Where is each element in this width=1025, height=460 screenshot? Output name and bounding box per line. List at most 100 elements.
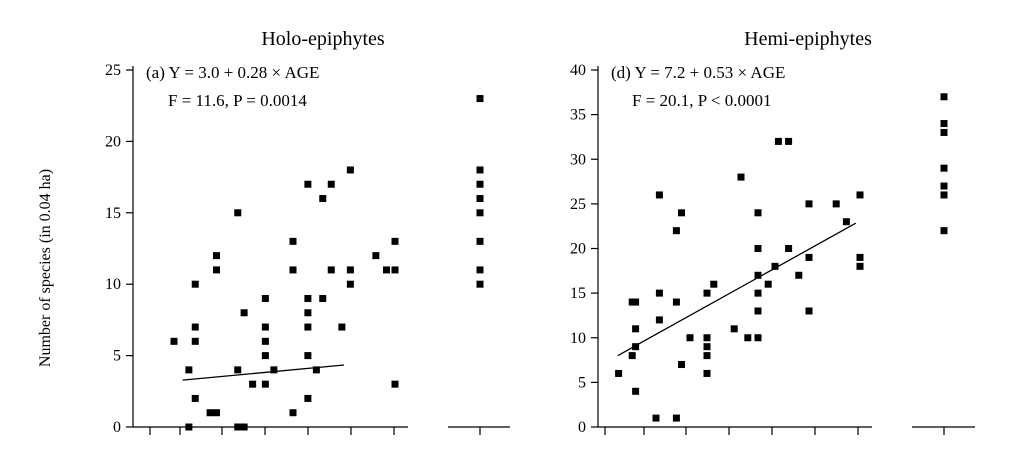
reference-point — [940, 182, 948, 190]
data-point — [632, 325, 640, 333]
data-point — [261, 380, 269, 388]
data-point — [737, 173, 745, 181]
data-point — [856, 262, 864, 270]
data-point — [304, 323, 312, 331]
reference-point — [476, 95, 484, 103]
data-point — [632, 298, 640, 306]
reference-point — [476, 209, 484, 217]
data-point — [686, 334, 694, 342]
data-point — [304, 394, 312, 402]
data-point — [391, 380, 399, 388]
data-point — [261, 294, 269, 302]
data-points — [170, 166, 399, 431]
x-ticks — [604, 427, 945, 435]
data-point — [338, 323, 346, 331]
reference-point — [940, 93, 948, 101]
data-point — [240, 309, 248, 317]
panel-holo-epiphytes: Holo-epiphytes Number of species (in 0.0… — [37, 28, 510, 436]
data-point — [678, 361, 685, 369]
y-tick-label: 0 — [113, 419, 121, 436]
data-point — [327, 266, 335, 274]
data-point — [832, 200, 840, 208]
y-tick-label: 10 — [105, 276, 121, 293]
y-tick-label: 5 — [113, 348, 121, 365]
data-point — [185, 366, 193, 374]
data-point — [655, 316, 663, 324]
panel-title: Hemi-epiphytes — [744, 28, 872, 50]
data-point — [304, 309, 312, 317]
data-point — [785, 245, 793, 252]
data-point — [672, 298, 680, 306]
data-point — [383, 266, 390, 274]
data-point — [312, 366, 320, 374]
data-point — [319, 195, 327, 203]
data-point — [754, 209, 762, 217]
panel-hemi-epiphytes: Hemi-epiphytes 0 5 10 15 20 25 30 35 40 (d) Y = … — [570, 28, 975, 436]
y-tick-label: 5 — [578, 374, 586, 391]
data-point — [213, 409, 220, 417]
data-point — [170, 337, 178, 345]
reference-point — [476, 266, 484, 274]
data-point — [372, 252, 380, 260]
y-tick-label: 30 — [570, 151, 586, 168]
data-point — [240, 423, 248, 431]
data-point — [710, 280, 718, 288]
reference-points — [476, 95, 484, 288]
data-point — [754, 289, 762, 297]
data-point — [730, 325, 738, 333]
data-point — [289, 266, 297, 274]
data-point — [206, 409, 214, 417]
data-point — [261, 337, 269, 345]
data-point — [655, 191, 663, 199]
data-point — [672, 414, 680, 422]
y-ticks: 0 5 10 15 20 25 30 35 40 — [570, 62, 598, 436]
data-point — [261, 323, 269, 331]
data-point — [261, 352, 269, 360]
data-point — [346, 280, 354, 288]
data-point — [754, 271, 762, 279]
data-point — [191, 394, 199, 402]
data-point — [234, 423, 242, 431]
data-point — [191, 280, 199, 288]
data-point — [249, 380, 257, 388]
data-point — [213, 252, 220, 260]
reference-point — [476, 280, 484, 288]
data-point — [234, 366, 242, 374]
data-point — [703, 352, 711, 360]
reference-points — [940, 93, 948, 235]
data-point — [327, 180, 335, 188]
reference-point — [940, 227, 948, 235]
data-point — [703, 369, 711, 377]
data-point — [213, 266, 220, 274]
data-point — [391, 266, 399, 274]
data-point — [771, 262, 779, 270]
data-points — [615, 137, 864, 422]
data-point — [754, 245, 762, 252]
data-point — [632, 343, 640, 351]
y-tick-label: 0 — [578, 419, 586, 436]
data-point — [289, 409, 297, 417]
y-tick-label: 35 — [570, 107, 586, 124]
reference-point — [940, 128, 948, 136]
data-point — [754, 334, 762, 342]
data-point — [703, 343, 711, 351]
data-point — [304, 294, 312, 302]
data-point — [805, 200, 813, 208]
data-point — [678, 209, 685, 217]
data-point — [856, 191, 864, 199]
data-point — [191, 337, 199, 345]
data-point — [652, 414, 660, 422]
regression-stats: F = 11.6, P = 0.0014 — [168, 91, 307, 110]
y-tick-label: 10 — [570, 330, 586, 347]
data-point — [191, 323, 199, 331]
data-point — [842, 218, 850, 226]
y-tick-label: 15 — [105, 205, 121, 222]
x-ticks — [149, 427, 481, 435]
data-point — [391, 237, 399, 245]
data-point — [632, 387, 640, 395]
data-point — [785, 137, 793, 145]
panel-title: Holo-epiphytes — [261, 28, 385, 50]
regression-equation: (a) Y = 3.0 + 0.28 × AGE — [146, 63, 319, 82]
reference-point — [940, 191, 948, 199]
